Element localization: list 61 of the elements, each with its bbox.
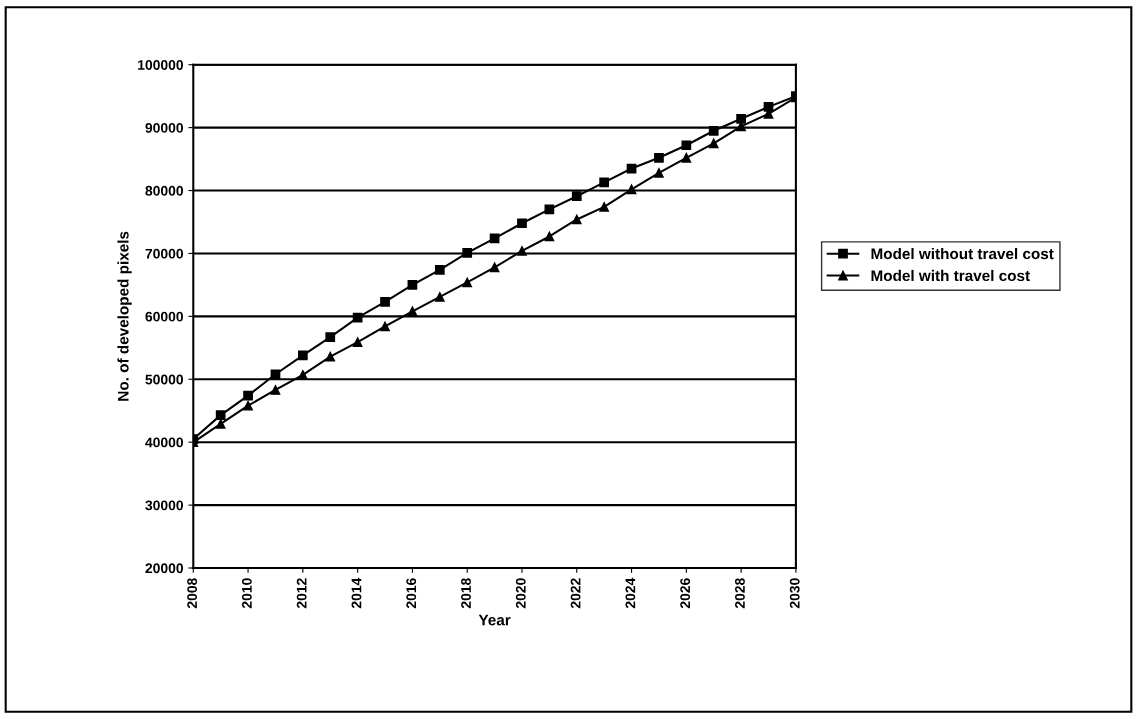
point	[434, 291, 445, 302]
point	[599, 177, 610, 188]
point	[270, 385, 281, 395]
point	[654, 152, 664, 163]
y-tick-label: 30000	[145, 500, 183, 511]
point	[654, 168, 664, 178]
point	[407, 280, 418, 290]
point	[462, 277, 473, 288]
y-tick-label: 100000	[138, 60, 183, 70]
point	[708, 138, 719, 149]
point	[380, 321, 390, 332]
y-tick-label: 80000	[145, 185, 183, 196]
point	[325, 351, 336, 362]
x-tick-label: 2024	[625, 577, 636, 609]
point	[297, 350, 308, 361]
x-tick-label: 2010	[241, 578, 252, 609]
point	[681, 152, 692, 163]
x-tick-label: 2008	[187, 578, 198, 609]
x-tick-label: 2016	[406, 578, 417, 609]
x-tick-label: 2014	[351, 577, 362, 609]
y-tick-label: 70000	[145, 248, 183, 259]
point	[352, 337, 363, 348]
point	[517, 218, 527, 229]
point	[215, 410, 226, 420]
legend-label: Model without travel cost	[871, 247, 1054, 260]
legend-label: Model with travel cost	[871, 269, 1030, 282]
x-tick-label: 2018	[461, 578, 471, 609]
y-axis-title: No. of developed pixels	[117, 231, 132, 401]
point	[380, 297, 390, 307]
point	[407, 306, 418, 317]
y-tick-label: 90000	[145, 122, 183, 133]
point	[297, 370, 308, 380]
x-tick-label: 2012	[296, 578, 307, 609]
point	[544, 231, 555, 242]
point	[270, 369, 281, 380]
y-tick-label: 40000	[145, 437, 183, 448]
x-tick-label: 2028	[735, 578, 745, 609]
y-tick-label: 50000	[145, 374, 183, 385]
y-tick-label: 20000	[145, 563, 183, 574]
x-tick-label: 2026	[680, 578, 691, 609]
point	[243, 400, 253, 411]
x-tick-label: 2030	[789, 578, 800, 609]
point	[736, 113, 746, 124]
point	[243, 390, 253, 401]
y-tick-label: 60000	[145, 311, 183, 322]
point	[708, 125, 719, 136]
point	[599, 202, 610, 212]
x-tick-label: 2020	[515, 578, 526, 609]
point	[571, 214, 582, 225]
x-tick-label: 2022	[570, 578, 581, 609]
point	[517, 246, 527, 256]
point	[489, 233, 500, 244]
x-axis-title: Year	[478, 614, 511, 626]
point	[462, 247, 473, 258]
point	[215, 419, 226, 429]
point	[626, 184, 637, 195]
point	[489, 262, 500, 273]
point	[325, 332, 336, 342]
point	[681, 140, 692, 151]
point	[571, 191, 582, 202]
point	[434, 264, 445, 275]
